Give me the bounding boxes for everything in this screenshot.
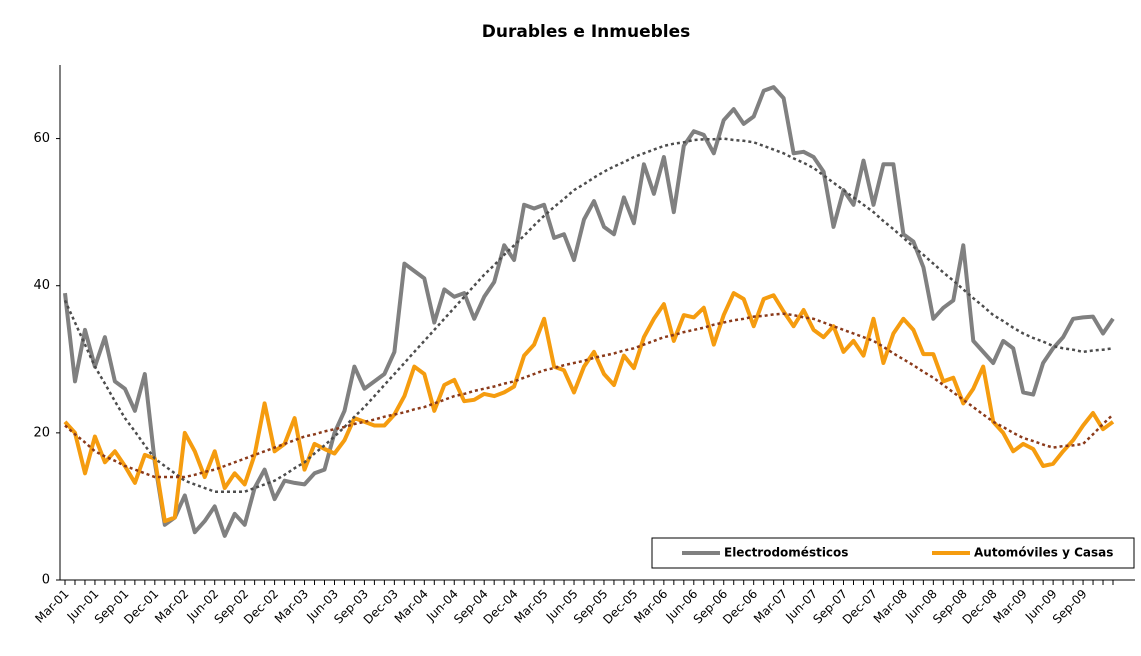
legend-label: Automóviles y Casas [974,546,1113,560]
legend-label: Electrodomésticos [724,546,848,560]
series-line [63,291,1115,524]
y-tick-label: 20 [33,425,50,440]
legend [651,537,1135,569]
trend-line [64,312,1114,479]
x-tick-label: Mar-02 [152,587,191,626]
x-tick-label: Mar-08 [871,587,910,626]
y-tick-label: 0 [42,573,50,588]
y-tick-label: 40 [33,278,50,293]
series-line [63,85,1115,538]
x-tick-label: Mar-03 [272,587,311,626]
chart-title: Durables e Inmuebles [482,22,691,42]
x-tick-label: Mar-05 [511,587,550,626]
trend-line [63,137,1114,493]
x-tick-label: Mar-06 [631,587,670,626]
x-tick-label: Mar-04 [392,587,431,626]
x-tick-label: Mar-01 [32,587,71,626]
y-tick-label: 60 [33,131,50,146]
x-tick-label: Mar-09 [991,587,1030,626]
x-tick-label: Sep-09 [1050,587,1090,627]
x-tick-label: Mar-07 [751,587,790,626]
